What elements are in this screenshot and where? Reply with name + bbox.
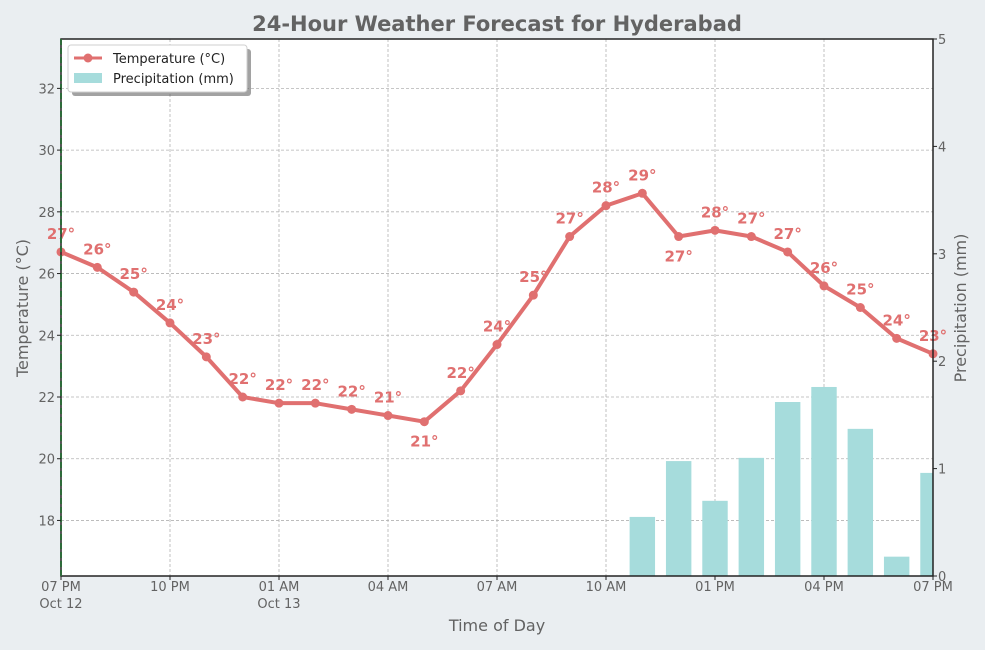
legend-precipitation-swatch [74, 73, 102, 83]
y-right-tick-label: 3 [938, 248, 946, 263]
temperature-data-label: 29° [628, 166, 656, 184]
temperature-point [419, 417, 429, 427]
legend: Temperature (°C) Precipitation (mm) [67, 44, 251, 96]
temperature-data-label: 28° [701, 203, 729, 221]
y-left-tick-label: 22 [38, 391, 55, 406]
temperature-point [456, 386, 466, 396]
temperature-point [528, 290, 538, 300]
y-left-tick-label: 30 [38, 144, 55, 159]
x-tick-label: 10 AM [586, 580, 627, 595]
temperature-point [347, 404, 357, 414]
y-right-tick-label: 0 [938, 570, 946, 585]
x-tick-label: 01 AM [259, 580, 300, 595]
temperature-point [565, 232, 575, 242]
x-tick-label: 07 AM [477, 580, 518, 595]
precipitation-bar [811, 386, 837, 576]
temperature-point [165, 318, 175, 328]
temperature-data-label: 28° [592, 179, 620, 197]
legend-precipitation-label: Precipitation (mm) [113, 72, 234, 87]
temperature-point [383, 411, 393, 421]
y-right-tick-label: 5 [938, 33, 946, 48]
temperature-data-label: 22° [265, 376, 293, 394]
temperature-data-label: 25° [119, 265, 147, 283]
temperature-data-label: 24° [156, 296, 184, 314]
temperature-point [783, 247, 793, 257]
y-left-tick-label: 20 [38, 453, 55, 468]
temperature-data-label: 27° [664, 248, 692, 266]
temperature-point [637, 188, 647, 198]
temperature-point [674, 232, 684, 242]
temperature-data-label: 26° [83, 240, 111, 258]
temperature-point [601, 201, 611, 211]
temperature-data-label: 22° [301, 376, 329, 394]
axis-ticks: 07 PM Oct 12 10 PM 01 AM Oct 13 04 AM 07 AM 10 … [38, 33, 952, 612]
temperature-point [819, 281, 829, 291]
x-tick-label: 04 AM [368, 580, 409, 595]
temperature-point [238, 392, 248, 402]
precipitation-bars [629, 386, 933, 576]
temperature-data-label: 23° [192, 330, 220, 348]
legend-temperature-marker [83, 53, 93, 63]
x-tick-label: 10 PM [150, 580, 190, 595]
precipitation-bar [738, 457, 765, 576]
y-right-tick-label: 1 [938, 463, 946, 478]
temperature-point [892, 333, 902, 343]
precipitation-bar [702, 500, 728, 576]
temperature-data-label: 27° [773, 225, 801, 243]
x-tick-sublabel: Oct 12 [39, 597, 82, 612]
temperature-point [92, 262, 102, 272]
temperature-data-label: 25° [519, 268, 547, 286]
temperature-data-label: 22° [228, 370, 256, 388]
precipitation-bar [665, 461, 692, 576]
temperature-data-label: 24° [483, 318, 511, 336]
x-axis-label: Time of Day [448, 616, 545, 635]
temperature-data-label: 27° [555, 210, 583, 228]
temperature-data-label: 25° [846, 281, 874, 299]
y-axis-left-label: Temperature (°C) [13, 239, 32, 378]
y-left-tick-label: 32 [38, 82, 55, 97]
y-right-tick-label: 4 [938, 140, 946, 155]
y-left-tick-label: 26 [38, 268, 55, 283]
x-tick-label: 04 PM [804, 580, 844, 595]
temperature-point [129, 287, 139, 297]
precipitation-bar [774, 402, 801, 576]
y-left-tick-label: 18 [38, 514, 55, 529]
x-tick-label: 07 PM [41, 580, 81, 595]
temperature-point [710, 225, 720, 235]
temperature-point [310, 398, 320, 408]
y-left-tick-label: 24 [38, 329, 55, 344]
precipitation-bar [883, 556, 910, 576]
legend-temperature-label: Temperature (°C) [112, 52, 225, 67]
temperature-data-label: 22° [337, 382, 365, 400]
x-tick-label: 01 PM [695, 580, 735, 595]
temperature-point [855, 303, 865, 312]
chart-title: 24-Hour Weather Forecast for Hyderabad [252, 12, 742, 36]
legend-box [67, 44, 248, 93]
precipitation-bar [847, 428, 874, 576]
precipitation-bar [629, 516, 656, 576]
x-tick-sublabel: Oct 13 [257, 597, 300, 612]
y-right-tick-label: 2 [938, 355, 946, 370]
temperature-point [201, 352, 211, 362]
y-axis-right-label: Precipitation (mm) [951, 234, 970, 383]
temperature-data-label: 24° [882, 311, 910, 329]
temperature-point [274, 398, 284, 408]
temperature-data-labels: 27° 26° 25° 24° 23° 22° 22° 22° 22° 21° 21° 22° 24° 2… [47, 166, 947, 450]
temperature-data-label: 21° [410, 433, 438, 451]
precipitation-bar [920, 472, 933, 576]
temperature-data-label: 22° [446, 364, 474, 382]
temperature-point [492, 340, 502, 350]
y-left-tick-label: 28 [38, 206, 55, 221]
x-tick-label: 07 PM [913, 580, 953, 595]
temperature-data-label: 21° [374, 389, 402, 407]
temperature-data-label: 27° [737, 210, 765, 228]
temperature-point [746, 232, 756, 242]
temperature-data-label: 26° [810, 259, 838, 277]
